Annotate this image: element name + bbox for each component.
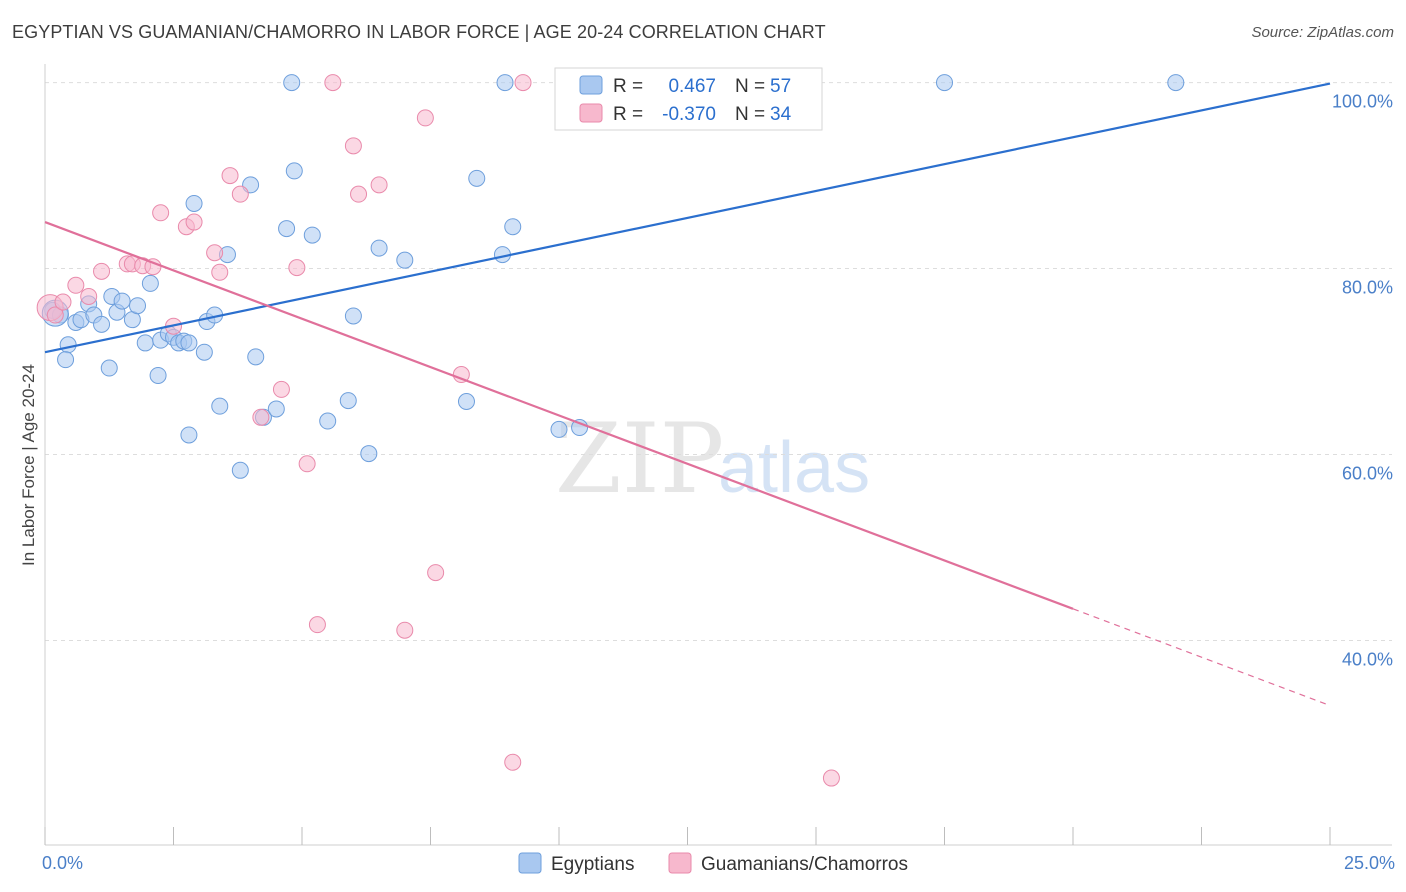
guamanian-point bbox=[427, 564, 445, 582]
guamanian-point bbox=[272, 380, 290, 398]
guamanian-point bbox=[308, 616, 326, 634]
guamanian-point bbox=[93, 262, 111, 280]
egyptian-point bbox=[285, 162, 303, 180]
guamanian-point bbox=[185, 213, 203, 231]
egyptian-point bbox=[185, 194, 203, 212]
egyptian-point bbox=[550, 420, 568, 438]
legend-r-value-egyptians: 0.467 bbox=[668, 76, 716, 97]
egyptian-point bbox=[319, 412, 337, 430]
axes: 40.0% 60.0% 80.0% 100.0% 0.0% 25.0% bbox=[42, 64, 1395, 873]
egyptian-point bbox=[457, 393, 475, 411]
egyptian-point bbox=[180, 334, 198, 352]
trend-lines bbox=[44, 82, 1331, 707]
egyptian-point bbox=[59, 336, 77, 354]
guamanian-trend-line bbox=[44, 221, 1074, 610]
guamanian-point bbox=[514, 74, 532, 92]
watermark-atlas: atlas bbox=[718, 428, 870, 508]
egyptian-point bbox=[370, 239, 388, 257]
egyptian-point bbox=[100, 359, 118, 377]
guamanian-point bbox=[54, 293, 72, 311]
chart-title: EGYPTIAN VS GUAMANIAN/CHAMORRO IN LABOR … bbox=[12, 22, 826, 42]
guamanian-point bbox=[221, 167, 239, 185]
egyptian-point bbox=[141, 274, 159, 292]
egyptian-point bbox=[149, 366, 167, 384]
guamanian-point bbox=[350, 185, 368, 203]
guamanian-point bbox=[344, 137, 362, 155]
egyptian-point bbox=[267, 400, 285, 418]
egyptian-point bbox=[129, 297, 147, 315]
y-tick-label: 100.0% bbox=[1332, 92, 1393, 112]
stats-legend: R = 0.467 N = 57 R = -0.370 N = 34 bbox=[554, 67, 823, 131]
bottom-legend-swatch-egyptians bbox=[518, 852, 542, 874]
gridlines bbox=[45, 82, 1392, 641]
egyptian-point bbox=[195, 343, 213, 361]
y-axis-label: In Labor Force | Age 20-24 bbox=[19, 364, 38, 566]
egyptian-point bbox=[936, 74, 953, 92]
egyptian-point bbox=[278, 220, 296, 238]
guamanian-trend-extension bbox=[1072, 608, 1331, 707]
x-tick-label: 25.0% bbox=[1344, 853, 1395, 873]
y-tick-label: 40.0% bbox=[1342, 649, 1393, 669]
egyptian-point bbox=[496, 74, 514, 92]
egyptian-point bbox=[344, 307, 362, 325]
legend-swatch-guamanians bbox=[579, 103, 603, 123]
legend-r-label-egyptians: R = bbox=[613, 76, 643, 97]
guamanian-point bbox=[504, 753, 522, 771]
egyptian-point bbox=[1167, 74, 1185, 92]
egyptian-point bbox=[303, 226, 321, 244]
guamanian-point bbox=[206, 244, 224, 262]
guamanian-point bbox=[152, 204, 170, 222]
egyptian-point bbox=[211, 397, 229, 415]
egyptian-point bbox=[283, 74, 301, 92]
guamanian-point bbox=[46, 306, 64, 324]
legend-n-value-guamanians: 34 bbox=[770, 104, 792, 125]
egyptian-point bbox=[360, 445, 378, 463]
legend-r-label-guamanians: R = bbox=[613, 104, 643, 125]
guamanian-point bbox=[252, 408, 270, 426]
egyptian-trend-line bbox=[44, 82, 1331, 354]
egyptian-point bbox=[231, 461, 249, 479]
guamanian-point bbox=[67, 276, 85, 294]
guamanian-point bbox=[80, 287, 98, 305]
legend-swatch-egyptians bbox=[579, 75, 603, 95]
bottom-legend-label-guamanians: Guamanians/Chamorros bbox=[701, 854, 908, 875]
guamanian-point bbox=[396, 621, 414, 639]
y-tick-label: 60.0% bbox=[1342, 464, 1393, 484]
egyptian-point bbox=[136, 334, 154, 352]
egyptian-point bbox=[468, 169, 486, 187]
bottom-legend-label-egyptians: Egyptians bbox=[551, 854, 634, 875]
data-points bbox=[36, 74, 1185, 787]
guamanian-point bbox=[211, 263, 229, 281]
legend-n-value-egyptians: 57 bbox=[770, 76, 791, 97]
guamanian-point bbox=[324, 74, 342, 92]
legend-r-value-guamanians: -0.370 bbox=[662, 104, 716, 125]
guamanian-point bbox=[231, 185, 249, 203]
egyptian-point bbox=[247, 348, 265, 366]
egyptian-point bbox=[57, 351, 75, 369]
guamanian-point bbox=[370, 176, 388, 194]
legend-n-label-guamanians: N = bbox=[735, 104, 765, 125]
guamanian-point bbox=[288, 259, 306, 277]
legend-n-label-egyptians: N = bbox=[735, 76, 765, 97]
guamanian-point bbox=[822, 769, 840, 787]
egyptian-point bbox=[113, 292, 131, 310]
egyptian-point bbox=[93, 315, 111, 333]
x-tick-label: 0.0% bbox=[42, 853, 83, 873]
egyptian-point bbox=[396, 251, 414, 269]
egyptian-point bbox=[180, 426, 198, 444]
y-tick-label: 80.0% bbox=[1342, 278, 1393, 298]
series-legend: Egyptians Guamanians/Chamorros bbox=[518, 852, 908, 875]
watermark: ZIP atlas bbox=[555, 403, 870, 515]
egyptian-point bbox=[339, 392, 357, 410]
bottom-legend-swatch-guamanians bbox=[668, 852, 692, 874]
guamanian-point bbox=[416, 109, 434, 127]
guamanian-point bbox=[298, 455, 316, 473]
egyptian-point bbox=[504, 218, 522, 236]
chart-source: Source: ZipAtlas.com bbox=[1251, 24, 1394, 41]
